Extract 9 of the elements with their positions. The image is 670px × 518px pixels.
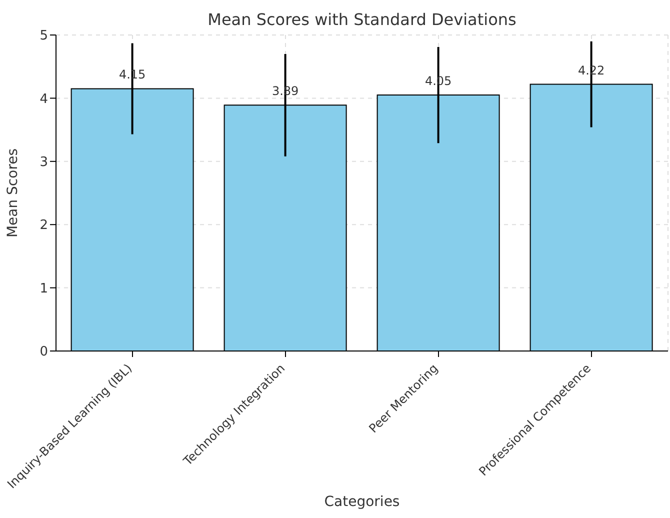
y-tick-label: 2 [40, 218, 48, 234]
y-tick-label: 5 [40, 28, 48, 44]
chart-title: Mean Scores with Standard Deviations [206, 10, 518, 29]
y-tick-label: 3 [40, 155, 48, 170]
y-tick-label: 1 [40, 281, 48, 296]
y-tick-label: 0 [40, 344, 48, 360]
y-axis-title: Mean Scores [4, 148, 21, 238]
x-axis-title: Categories [324, 494, 400, 510]
y-tick-label: 4 [40, 92, 48, 107]
